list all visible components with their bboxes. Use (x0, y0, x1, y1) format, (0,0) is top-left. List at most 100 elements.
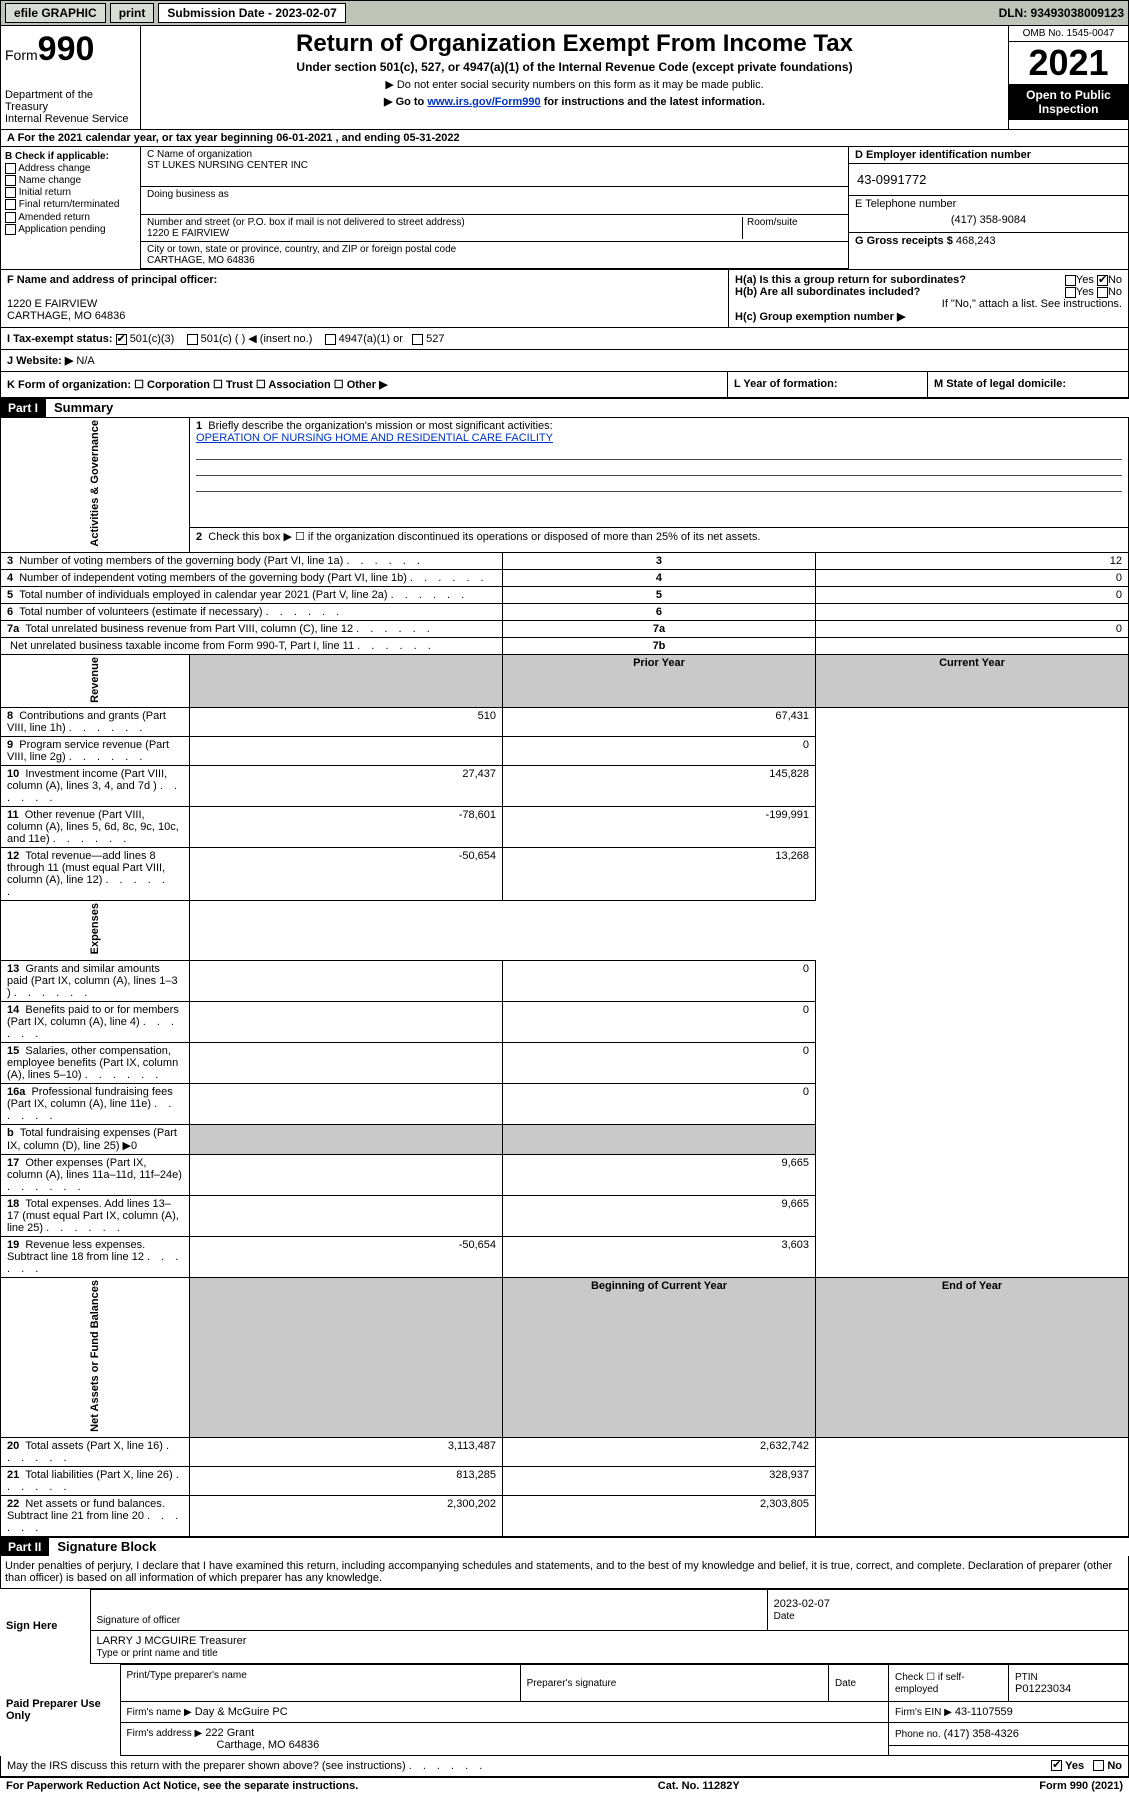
street-value: 1220 E FAIRVIEW (147, 228, 229, 239)
tab-netassets: Net Assets or Fund Balances (89, 1280, 101, 1432)
ha-yes[interactable] (1065, 275, 1076, 286)
hb-no[interactable] (1097, 287, 1108, 298)
ptin-label: PTIN (1015, 1672, 1038, 1683)
discuss-row: May the IRS discuss this return with the… (0, 1756, 1129, 1777)
sig-date-val: 2023-02-07 (774, 1598, 830, 1610)
row-j: J Website: ▶ N/A (0, 350, 1129, 372)
box-b-item[interactable]: Address change (5, 163, 136, 174)
footer-left: For Paperwork Reduction Act Notice, see … (6, 1780, 358, 1792)
box-e-label: E Telephone number (855, 198, 956, 210)
section-abcdeg: B Check if applicable: Address change Na… (0, 147, 1129, 270)
part2-title: Signature Block (49, 1539, 156, 1554)
phone-value: (417) 358-9084 (855, 210, 1122, 230)
city-value: CARTHAGE, MO 64836 (147, 255, 255, 266)
check-se: Check ☐ if self-employed (895, 1672, 965, 1695)
firm-name-label: Firm's name ▶ (127, 1707, 192, 1718)
hdr-begin: Beginning of Current Year (591, 1280, 727, 1292)
firm-addr2: Carthage, MO 64836 (217, 1739, 320, 1751)
firm-addr-label: Firm's address ▶ (127, 1728, 203, 1739)
line1-label: Briefly describe the organization's miss… (208, 420, 552, 432)
page-footer: For Paperwork Reduction Act Notice, see … (0, 1777, 1129, 1794)
i-527[interactable] (412, 334, 423, 345)
i-4947[interactable] (325, 334, 336, 345)
form-title: Return of Organization Exempt From Incom… (145, 30, 1004, 58)
dln: DLN: 93493038009123 (999, 6, 1124, 20)
sign-here-label: Sign Here (0, 1589, 90, 1663)
box-b-title: B Check if applicable: (5, 151, 109, 162)
ha-no[interactable] (1097, 275, 1108, 286)
firm-ein: 43-1107559 (955, 1706, 1013, 1718)
dba-label: Doing business as (147, 189, 229, 200)
hdr-current: Current Year (939, 657, 1005, 669)
hb-yes[interactable] (1065, 287, 1076, 298)
box-b-item[interactable]: Name change (5, 175, 136, 186)
form-subtitle: Under section 501(c), 527, or 4947(a)(1)… (145, 60, 1004, 74)
dept-label: Department of the Treasury Internal Reve… (5, 89, 136, 125)
print-button[interactable]: print (110, 3, 155, 23)
org-name: ST LUKES NURSING CENTER INC (147, 160, 308, 171)
box-c-label: C Name of organization (147, 149, 252, 160)
hb-label: H(b) Are all subordinates included? (735, 286, 920, 298)
tax-year: 2021 (1009, 42, 1128, 84)
ein-value: 43-0991772 (849, 164, 1128, 196)
box-d-label: D Employer identification number (855, 149, 1031, 161)
discuss-no[interactable] (1093, 1760, 1104, 1771)
box-b-item[interactable]: Initial return (5, 187, 136, 198)
part1-title: Summary (46, 400, 113, 415)
prep-phone: (417) 358-4326 (944, 1728, 1019, 1740)
summary-table: Activities & Governance 1 Briefly descri… (0, 417, 1129, 1537)
tab-activities: Activities & Governance (89, 420, 101, 547)
hdr-end: End of Year (942, 1280, 1002, 1292)
section-fh: F Name and address of principal officer:… (0, 270, 1129, 328)
street-label: Number and street (or P.O. box if mail i… (147, 217, 465, 228)
note-ssn: ▶ Do not enter social security numbers o… (145, 78, 1004, 91)
efile-button[interactable]: efile GRAPHIC (5, 3, 106, 23)
hc-label: H(c) Group exemption number ▶ (735, 311, 905, 323)
note-link: ▶ Go to www.irs.gov/Form990 for instruct… (145, 95, 1004, 108)
box-b-item[interactable]: Final return/terminated (5, 199, 136, 210)
hb-note: If "No," attach a list. See instructions… (735, 298, 1122, 310)
officer-addr1: 1220 E FAIRVIEW (7, 298, 97, 310)
officer-name: LARRY J MCGUIRE Treasurer (97, 1635, 247, 1647)
i-501c3[interactable] (116, 334, 127, 345)
i-501c[interactable] (187, 334, 198, 345)
sign-here-table: Sign Here Signature of officer 2023-02-0… (0, 1589, 1129, 1664)
omb-number: OMB No. 1545-0047 (1009, 26, 1128, 42)
sig-date-label: Date (774, 1611, 795, 1622)
firm-name: Day & McGuire PC (195, 1706, 288, 1718)
irs-link[interactable]: www.irs.gov/Form990 (427, 96, 540, 108)
officer-addr2: CARTHAGE, MO 64836 (7, 310, 125, 322)
city-label: City or town, state or province, country… (147, 244, 456, 255)
room-label: Room/suite (747, 217, 798, 228)
part1-header: Part I (0, 399, 46, 417)
hdr-prior: Prior Year (633, 657, 685, 669)
sig-officer-label: Signature of officer (97, 1615, 181, 1626)
form-number: Form990 (5, 30, 136, 69)
row-m: M State of legal domicile: (928, 372, 1128, 397)
tab-expenses: Expenses (89, 903, 101, 954)
discuss-yes[interactable] (1051, 1760, 1062, 1771)
prep-sig-label: Preparer's signature (527, 1678, 617, 1689)
firm-ein-label: Firm's EIN ▶ (895, 1707, 952, 1718)
box-g-label: G Gross receipts $ (855, 235, 953, 247)
form-header: Form990 Department of the Treasury Inter… (0, 26, 1129, 130)
row-k: K Form of organization: ☐ Corporation ☐ … (1, 372, 728, 397)
ptin-value: P01223034 (1015, 1683, 1071, 1695)
prep-phone-label: Phone no. (895, 1729, 941, 1740)
footer-mid: Cat. No. 11282Y (658, 1780, 740, 1792)
row-klm: K Form of organization: ☐ Corporation ☐ … (0, 372, 1129, 398)
part2-header: Part II (0, 1538, 49, 1556)
mission-text: OPERATION OF NURSING HOME AND RESIDENTIA… (196, 432, 553, 444)
top-toolbar: efile GRAPHIC print Submission Date - 20… (0, 0, 1129, 26)
period-row: A For the 2021 calendar year, or tax yea… (0, 130, 1129, 147)
firm-addr1: 222 Grant (205, 1727, 254, 1739)
paid-preparer-label: Paid Preparer Use Only (0, 1664, 120, 1755)
tab-revenue: Revenue (89, 657, 101, 703)
box-b-item[interactable]: Amended return (5, 212, 136, 223)
prep-date-label: Date (835, 1678, 856, 1689)
type-name-label: Type or print name and title (97, 1648, 218, 1659)
line2-label: Check this box ▶ ☐ if the organization d… (208, 531, 760, 543)
box-f-label: F Name and address of principal officer: (7, 274, 217, 286)
row-i: I Tax-exempt status: 501(c)(3) 501(c) ( … (0, 328, 1129, 350)
box-b-item[interactable]: Application pending (5, 224, 136, 235)
